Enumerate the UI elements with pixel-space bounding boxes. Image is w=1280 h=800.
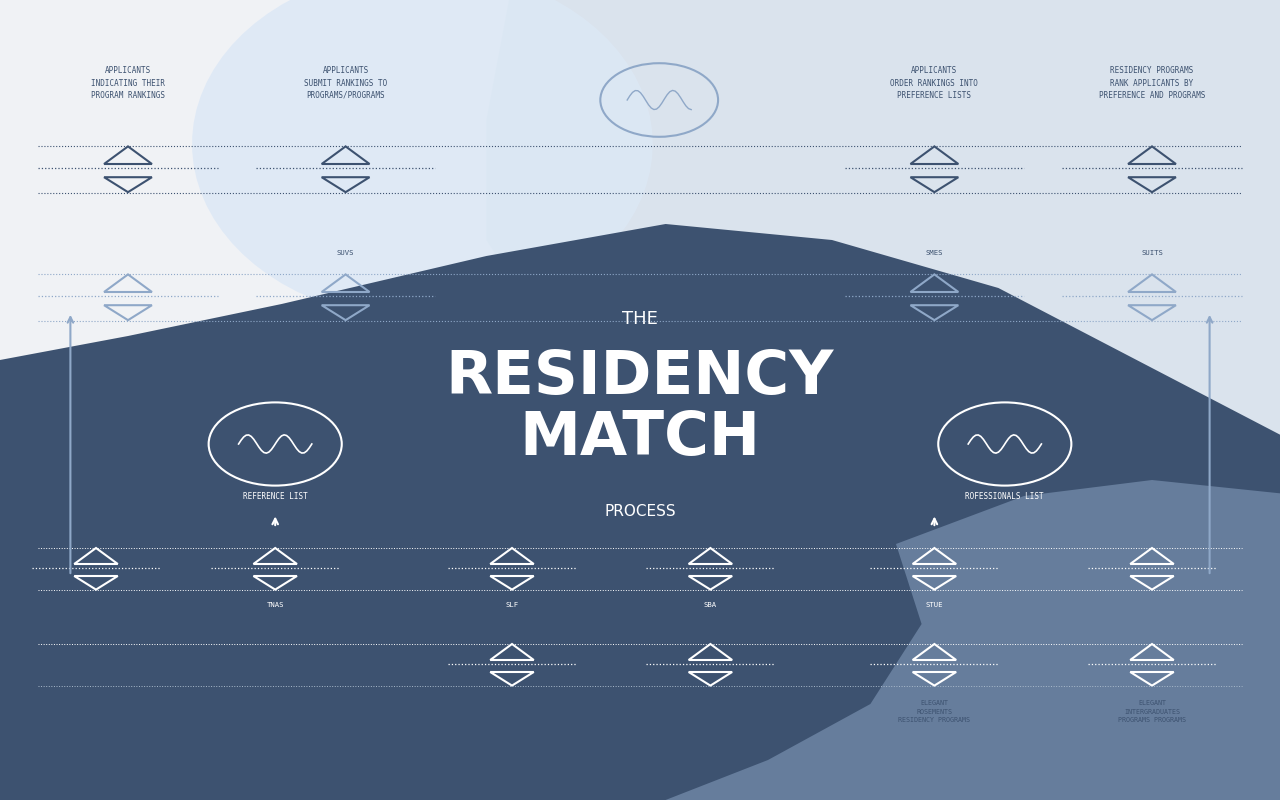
Polygon shape	[666, 480, 1280, 800]
Text: PROCESS: PROCESS	[604, 504, 676, 519]
Text: ROFESSIONALS LIST: ROFESSIONALS LIST	[965, 492, 1044, 501]
Text: SMES: SMES	[925, 250, 943, 256]
Text: SLF: SLF	[506, 602, 518, 608]
Text: APPLICANTS
SUBMIT RANKINGS TO
PROGRAMS/PROGRAMS: APPLICANTS SUBMIT RANKINGS TO PROGRAMS/P…	[303, 66, 388, 100]
Text: THE: THE	[622, 310, 658, 328]
Text: ELEGANT
GEORGE BOMBER
PROGRAMS RANKINGS: ELEGANT GEORGE BOMBER PROGRAMS RANKINGS	[241, 700, 310, 723]
Text: ELEGANT
ROSEMENTS
RESIDENCY PROGRAMS: ELEGANT ROSEMENTS RESIDENCY PROGRAMS	[899, 700, 970, 723]
Text: ELEGANT
RESNADEMENTS
RESIDENT TALENTS: ELEGANT RESNADEMENTS RESIDENT TALENTS	[480, 700, 544, 723]
Text: ELEGANT
PROFESSIONALS
RONCHE RAILWAYS: ELEGANT PROFESSIONALS RONCHE RAILWAYS	[681, 700, 740, 723]
Polygon shape	[0, 224, 1280, 800]
Text: SUITS: SUITS	[1140, 250, 1164, 256]
Text: TNAS: TNAS	[266, 602, 284, 608]
Text: SUVS: SUVS	[337, 250, 355, 256]
Text: SBA: SBA	[704, 602, 717, 608]
Text: RESIDENCY
MATCH: RESIDENCY MATCH	[445, 348, 835, 468]
Text: STUE: STUE	[925, 602, 943, 608]
Text: REFERENCE LIST: REFERENCE LIST	[243, 492, 307, 501]
Text: RESIDENCY PROGRAMS
RANK APPLICANTS BY
PREFERENCE AND PROGRAMS: RESIDENCY PROGRAMS RANK APPLICANTS BY PR…	[1098, 66, 1206, 100]
Text: APPLICANTS
ORDER RANKINGS INTO
PREFERENCE LISTS: APPLICANTS ORDER RANKINGS INTO PREFERENC…	[891, 66, 978, 100]
Text: APPLICANTS
INDICATING THEIR
PROGRAM RANKINGS: APPLICANTS INDICATING THEIR PROGRAM RANK…	[91, 66, 165, 100]
Text: RESIDENCY  SO  ELESO  PERNANONES: RESIDENCY SO ELESO PERNANONES	[554, 247, 726, 256]
Polygon shape	[486, 0, 1280, 536]
Polygon shape	[192, 0, 653, 320]
Text: ELEGANT
SEMIPROFESSIONALS
PREFERENCE SUPPORTS: ELEGANT SEMIPROFESSIONALS PREFERENCE SUP…	[58, 700, 134, 723]
Text: ELEGANT
INTERGRADUATES
PROGRAMS PROGRAMS: ELEGANT INTERGRADUATES PROGRAMS PROGRAMS	[1117, 700, 1187, 723]
